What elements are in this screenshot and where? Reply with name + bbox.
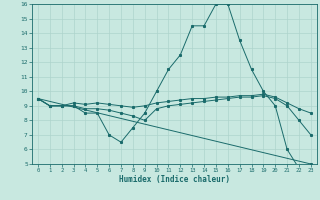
X-axis label: Humidex (Indice chaleur): Humidex (Indice chaleur) [119,175,230,184]
